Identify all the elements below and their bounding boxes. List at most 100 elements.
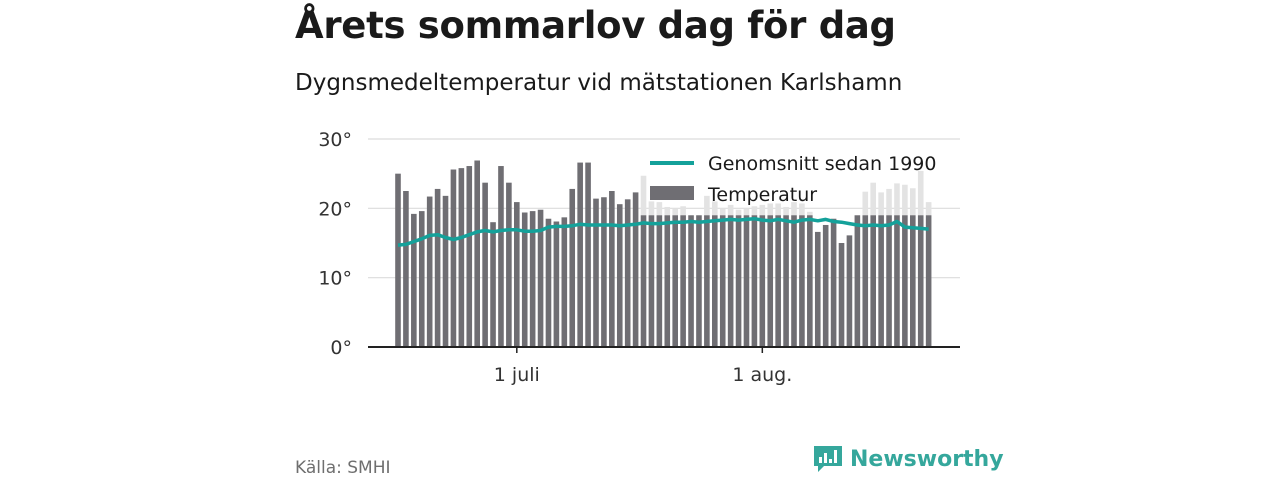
- bar: [529, 211, 536, 347]
- source-note: Källa: SMHI: [295, 458, 391, 478]
- bar: [680, 215, 686, 347]
- bar-excess: [704, 195, 710, 216]
- bar-excess: [759, 204, 766, 216]
- bar-excess: [775, 203, 781, 216]
- bar: [917, 215, 924, 347]
- bar: [910, 215, 916, 347]
- bar-excess: [870, 182, 876, 216]
- bar-excess: [680, 206, 686, 216]
- bar: [624, 199, 631, 347]
- bar: [609, 191, 615, 347]
- bar: [450, 169, 457, 347]
- bar: [395, 173, 401, 347]
- x-tick-label: 1 juli: [494, 364, 540, 386]
- bar: [672, 215, 678, 347]
- bar: [490, 222, 496, 347]
- bar: [593, 198, 599, 347]
- bar: [411, 213, 417, 347]
- bar-excess: [799, 203, 805, 216]
- bar: [759, 215, 766, 347]
- bar: [418, 211, 425, 347]
- brand-name: Newsworthy: [850, 446, 1004, 472]
- bar-excess: [902, 184, 908, 216]
- bar: [601, 197, 607, 347]
- bar: [719, 215, 726, 347]
- bar-excess: [656, 202, 663, 216]
- bar: [799, 215, 805, 347]
- bar-excess: [648, 201, 655, 216]
- bar: [925, 215, 932, 347]
- bar: [886, 215, 892, 347]
- bar: [403, 191, 409, 347]
- bar: [506, 182, 512, 347]
- bar-excess: [719, 208, 726, 216]
- bar-excess: [910, 188, 916, 216]
- legend-bar-swatch: [650, 186, 694, 200]
- newsworthy-logo-icon: [814, 446, 842, 472]
- bar: [498, 166, 504, 347]
- bar: [854, 215, 861, 347]
- bar-excess: [727, 204, 734, 216]
- bar-excess: [640, 175, 647, 216]
- brand-logo: Newsworthy: [814, 446, 1004, 472]
- average-line: [397, 216, 929, 247]
- x-axis-ticks: 1 juli 1 aug.: [494, 347, 792, 386]
- y-tick-label: 10°: [318, 268, 352, 290]
- chart-subtitle: Dygnsmedeltemperatur vid mätstationen Ka…: [295, 70, 903, 96]
- bar: [648, 215, 655, 347]
- bar-excess: [783, 206, 789, 216]
- bar-excess: [925, 202, 932, 216]
- bar: [862, 215, 869, 347]
- bar: [878, 215, 884, 347]
- bar: [712, 215, 718, 347]
- bar: [822, 224, 829, 347]
- bar: [830, 218, 837, 347]
- bar: [616, 204, 623, 347]
- bar-excess: [894, 183, 900, 216]
- bar: [640, 215, 647, 347]
- bar: [783, 215, 789, 347]
- bar: [743, 215, 750, 347]
- bar: [735, 215, 742, 347]
- legend-label-temperature: Temperatur: [707, 184, 817, 206]
- bar-excess: [664, 206, 671, 216]
- bar: [458, 168, 465, 347]
- bar-excess: [743, 208, 750, 216]
- bar: [870, 215, 876, 347]
- bar: [664, 215, 671, 347]
- y-tick-label: 30°: [318, 129, 352, 151]
- bar: [537, 209, 544, 347]
- bar: [482, 182, 488, 347]
- bar: [767, 215, 774, 347]
- bar: [466, 166, 473, 347]
- bar: [474, 160, 480, 347]
- legend: Genomsnitt sedan 1990 Temperatur: [650, 153, 936, 206]
- bar: [838, 243, 845, 347]
- x-tick-label: 1 aug.: [732, 364, 792, 386]
- bar-excess: [878, 192, 884, 216]
- y-tick-label: 20°: [318, 198, 352, 220]
- bar-excess: [672, 208, 678, 216]
- bar-excess: [862, 191, 869, 216]
- bar: [791, 215, 797, 347]
- chart-title: Årets sommarlov dag för dag: [295, 4, 896, 47]
- bar: [569, 188, 576, 347]
- bar: [688, 215, 694, 347]
- legend-label-average: Genomsnitt sedan 1990: [708, 153, 936, 175]
- bar: [553, 221, 560, 347]
- bar-excess: [791, 202, 797, 216]
- bar: [434, 188, 441, 347]
- bar: [514, 202, 520, 347]
- y-axis-ticks: 0° 10° 20° 30°: [318, 129, 352, 359]
- bar: [902, 215, 908, 347]
- bar: [814, 231, 821, 347]
- bar: [656, 215, 663, 347]
- bar-excess: [807, 211, 813, 216]
- bar: [807, 215, 813, 347]
- bar: [426, 196, 433, 347]
- bar-excess: [767, 203, 774, 216]
- bar: [775, 215, 781, 347]
- bar: [894, 215, 900, 347]
- bar: [727, 215, 734, 347]
